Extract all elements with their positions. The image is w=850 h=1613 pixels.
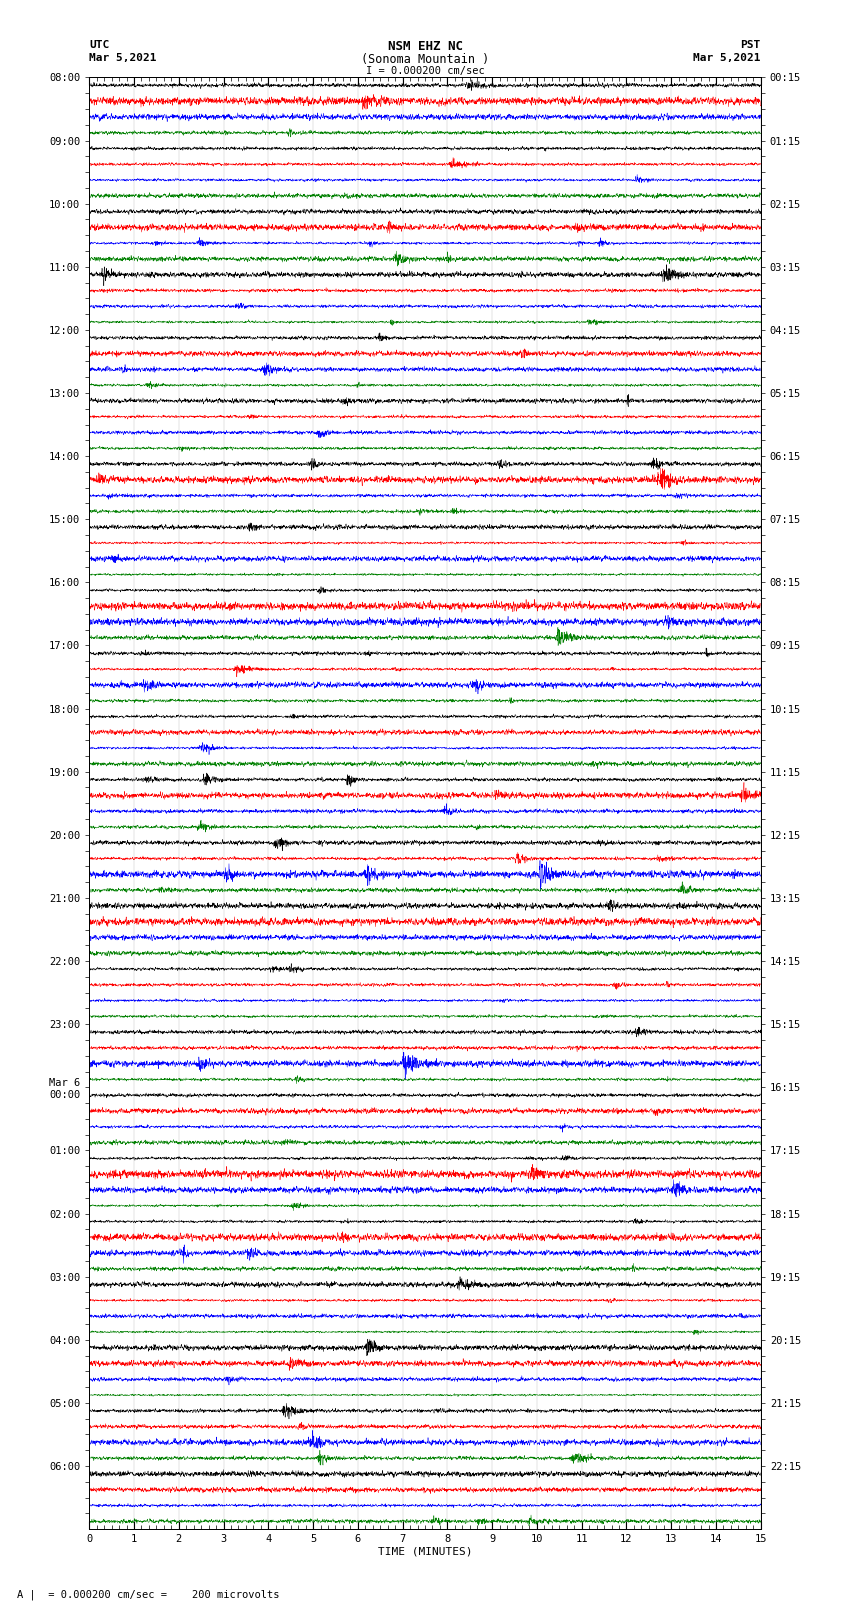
Text: UTC: UTC [89,40,110,50]
X-axis label: TIME (MINUTES): TIME (MINUTES) [377,1547,473,1557]
Text: (Sonoma Mountain ): (Sonoma Mountain ) [361,53,489,66]
Text: NSM EHZ NC: NSM EHZ NC [388,40,462,53]
Text: PST: PST [740,40,761,50]
Text: Mar 5,2021: Mar 5,2021 [694,53,761,63]
Text: A |  = 0.000200 cm/sec =    200 microvolts: A | = 0.000200 cm/sec = 200 microvolts [17,1589,280,1600]
Text: Mar 5,2021: Mar 5,2021 [89,53,156,63]
Text: I = 0.000200 cm/sec: I = 0.000200 cm/sec [366,66,484,76]
